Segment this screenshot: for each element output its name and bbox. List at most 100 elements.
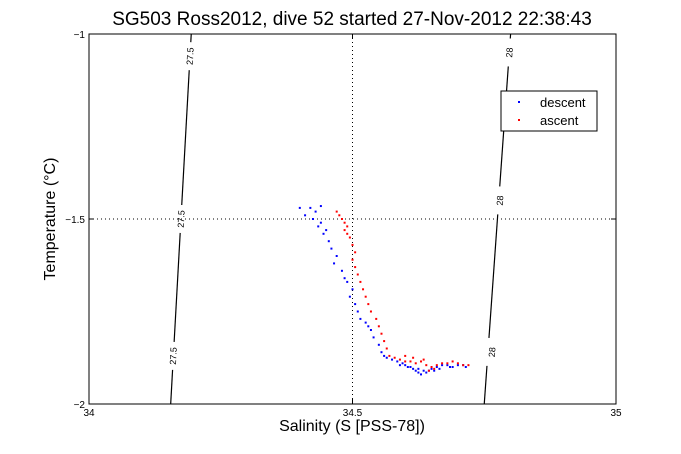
data-point: [425, 371, 428, 374]
x-tick-label: 35: [610, 408, 622, 419]
data-point: [451, 366, 454, 368]
data-point: [369, 329, 372, 331]
data-point: [412, 356, 415, 359]
data-point: [404, 354, 407, 357]
data-point: [340, 269, 343, 272]
data-point: [406, 366, 409, 368]
data-point: [401, 362, 404, 365]
data-point: [385, 347, 388, 350]
data-point: [354, 266, 357, 269]
contour-label: 28: [504, 47, 515, 58]
data-point: [359, 280, 362, 283]
legend-label-descent: descent: [540, 95, 586, 110]
data-point: [430, 367, 433, 370]
grid-lines: [89, 34, 616, 404]
y-tick-label: −1.5: [65, 215, 85, 226]
data-point: [398, 364, 401, 367]
data-point: [369, 310, 372, 313]
data-point: [351, 288, 354, 291]
data-point: [385, 356, 388, 359]
data-point: [417, 367, 420, 370]
contour-line: [173, 232, 181, 342]
data-point: [367, 303, 370, 306]
data-points: [298, 205, 470, 376]
contour-line: [170, 369, 174, 405]
contour-label: 28: [495, 195, 506, 206]
legend: descent ascent: [500, 90, 598, 132]
chart-title: SG503 Ross2012, dive 52 started 27-Nov-2…: [112, 9, 592, 30]
data-point: [372, 336, 375, 339]
legend-marker-ascent: [518, 119, 520, 121]
data-point: [311, 218, 314, 220]
contour-line: [483, 365, 488, 405]
axis-ticks: 34 34.5 35 −1 −1.5 −2: [65, 30, 622, 419]
contour-label: 27.5: [185, 47, 196, 65]
data-point: [359, 317, 362, 320]
data-point: [467, 364, 470, 367]
y-tick-label: −2: [74, 400, 86, 411]
series-ascent: [335, 210, 470, 372]
data-point: [433, 369, 436, 372]
data-point: [356, 273, 359, 276]
data-point: [356, 310, 359, 313]
data-point: [346, 225, 349, 228]
data-point: [396, 360, 399, 363]
data-point: [462, 364, 465, 367]
data-point: [351, 258, 354, 261]
data-point: [430, 366, 433, 368]
data-point: [340, 218, 343, 220]
series-descent: [298, 205, 467, 376]
data-point: [348, 236, 351, 239]
data-point: [420, 373, 423, 376]
data-point: [351, 243, 354, 246]
data-point: [354, 303, 357, 306]
legend-box: [500, 90, 598, 132]
data-point: [298, 206, 301, 209]
data-point: [380, 332, 383, 335]
data-point: [409, 366, 412, 368]
data-point: [367, 325, 370, 328]
data-point: [319, 205, 322, 208]
data-point: [335, 210, 338, 213]
data-point: [348, 295, 351, 298]
data-point: [338, 214, 341, 217]
y-tick-label: −1: [74, 30, 86, 41]
data-point: [414, 362, 417, 365]
data-point: [441, 362, 444, 365]
data-point: [435, 366, 438, 368]
data-point: [388, 354, 391, 357]
data-point: [393, 356, 396, 359]
data-point: [414, 369, 417, 372]
data-point: [422, 358, 425, 361]
y-axis-label: Temperature (°C): [42, 158, 59, 281]
data-point: [354, 251, 357, 254]
data-point: [435, 364, 438, 367]
data-point: [446, 364, 449, 367]
contour-label: 28: [487, 347, 498, 358]
data-point: [309, 206, 312, 209]
data-point: [364, 321, 367, 324]
contour-label: 27.5: [176, 210, 187, 228]
data-point: [456, 362, 459, 365]
data-point: [422, 369, 425, 372]
data-point: [404, 364, 407, 367]
legend-marker-descent: [518, 101, 520, 103]
data-point: [412, 367, 415, 370]
data-point: [343, 277, 346, 280]
data-point: [427, 369, 430, 372]
data-point: [314, 210, 317, 213]
data-point: [425, 364, 428, 367]
data-point: [417, 371, 420, 374]
data-point: [322, 232, 325, 235]
x-tick-label: 34.5: [343, 408, 363, 419]
data-point: [335, 255, 338, 257]
data-point: [456, 364, 459, 367]
data-point: [343, 229, 346, 232]
data-point: [362, 288, 365, 291]
data-point: [409, 360, 412, 363]
data-point: [325, 229, 328, 232]
data-point: [433, 367, 436, 370]
data-point: [438, 367, 441, 370]
contour-line: [488, 214, 499, 338]
